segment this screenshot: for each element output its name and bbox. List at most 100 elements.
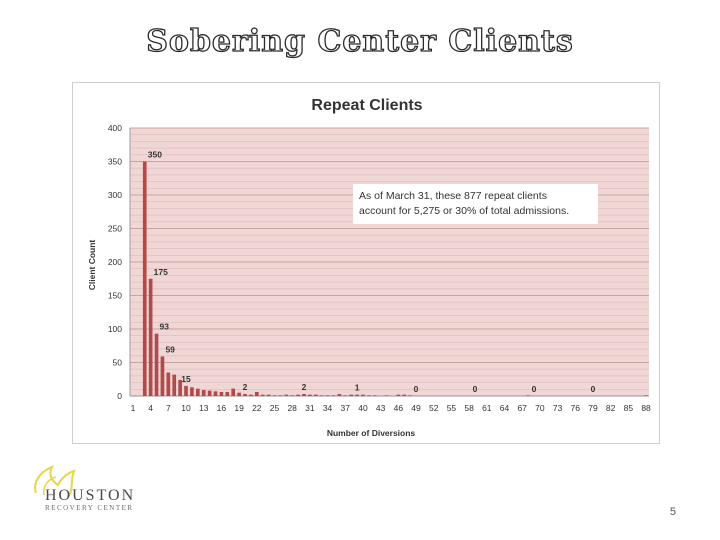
bar [372,395,377,396]
x-tick-label: 46 [394,403,404,413]
bar [272,395,277,396]
y-tick-label: 100 [108,324,122,334]
bar [296,394,300,396]
logo-flame-icon [34,465,76,498]
bar [260,394,265,396]
bar [266,394,271,396]
x-tick-label: 7 [166,403,171,413]
y-tick-label: 200 [108,257,122,267]
bar [190,387,194,396]
bar [402,394,407,396]
x-tick-label: 10 [181,403,191,413]
bar [160,356,165,396]
x-tick-label: 55 [447,403,457,413]
bar [166,372,171,396]
data-label: 15 [181,374,191,384]
bar [396,394,401,396]
bar [172,374,177,396]
bar [331,395,336,396]
x-tick-label: 49 [411,403,421,413]
x-tick-label: 31 [305,403,315,413]
x-tick-label: 79 [588,403,598,413]
x-tick-label: 88 [641,403,651,413]
bar [361,394,365,396]
bar [249,394,253,396]
x-tick-label: 73 [553,403,563,413]
data-label: 350 [148,150,162,160]
bar [201,389,206,396]
x-tick-label: 85 [624,403,634,413]
x-tick-label: 34 [323,403,333,413]
bar [254,391,259,396]
bar [302,393,306,396]
x-tick-label: 76 [571,403,581,413]
x-tick-label: 28 [287,403,297,413]
data-label: 0 [532,384,537,394]
x-tick-label: 22 [252,403,262,413]
bar [308,394,312,396]
bar [367,395,371,396]
x-tick-label: 16 [217,403,227,413]
repeat-clients-chart: Repeat Clients Client Count Number of Di… [87,97,651,438]
y-tick-label: 300 [108,190,122,200]
logo-line-1: HOUSTON [45,487,136,504]
bar [355,394,359,396]
data-label: 0 [473,384,478,394]
x-tick-label: 40 [358,403,368,413]
bar [278,395,283,396]
x-tick-label: 67 [517,403,527,413]
bar [148,278,153,396]
y-tick-label: 0 [117,391,122,401]
x-tick-label: 70 [535,403,545,413]
bar [213,391,218,396]
data-label: 1 [355,383,360,393]
bar [184,385,188,396]
bar [319,395,324,396]
bar [178,379,182,396]
x-tick-label: 64 [500,403,510,413]
x-tick-label: 58 [464,403,474,413]
y-tick-label: 400 [108,123,122,133]
bar [325,395,330,396]
y-axis-label: Client Count [87,240,97,291]
bar [231,388,236,396]
data-label: 2 [302,382,307,392]
x-tick-label: 1 [131,403,136,413]
data-label: 175 [154,267,168,277]
y-tick-label: 350 [108,157,122,167]
x-tick-label: 43 [376,403,386,413]
slide-title: Sobering Center Clients [146,23,574,59]
x-tick-label: 52 [429,403,439,413]
x-tick-label: 4 [148,403,153,413]
bar [408,395,412,396]
bar [284,394,289,396]
x-tick-label: 25 [270,403,280,413]
annotation-box: As of March 31, these 877 repeat clients… [353,184,598,224]
data-label: 59 [165,344,175,354]
x-tick-label: 37 [341,403,351,413]
bar [337,393,342,396]
bar [349,394,353,396]
bar [142,161,147,396]
x-tick-label: 61 [482,403,492,413]
bar [384,395,389,396]
bar [343,395,348,396]
y-tick-label: 250 [108,224,122,234]
bar [243,393,247,396]
data-label: 0 [414,384,419,394]
data-label: 2 [243,382,248,392]
data-label: 93 [160,322,170,332]
y-tick-label: 150 [108,291,122,301]
x-tick-label: 19 [234,403,244,413]
y-tick-label: 50 [113,358,123,368]
annotation-line-1: As of March 31, these 877 repeat clients [359,190,547,202]
bar [225,391,230,396]
bar [644,395,648,396]
x-axis-label: Number of Diversions [327,428,416,438]
bar [195,388,200,396]
logo-line-2: RECOVERY CENTER [45,504,134,512]
bar [313,394,318,396]
annotation-line-2: account for 5,275 or 30% of total admiss… [359,205,569,217]
houston-recovery-center-logo [22,463,132,523]
chart-title: Repeat Clients [311,97,422,114]
